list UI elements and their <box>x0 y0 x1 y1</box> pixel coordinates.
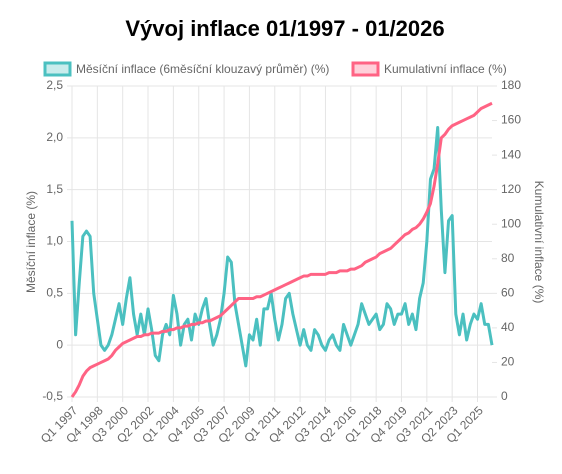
y2-tick-label: 20 <box>501 355 515 369</box>
legend-label: Měsíční inflace (6měsíční klouzavý průmě… <box>76 62 329 76</box>
legend-swatch <box>351 61 380 77</box>
y-tick-label: 2,5 <box>46 78 63 92</box>
y2-axis-title: Kumulativní inflace (%) <box>532 181 546 304</box>
y2-tick-label: 100 <box>501 216 521 230</box>
series-line <box>70 125 494 368</box>
y-tick-label: 1,5 <box>46 182 63 196</box>
y-tick-label: 2,0 <box>46 130 63 144</box>
series-line <box>70 101 493 398</box>
y2-tick-label: 60 <box>501 286 515 300</box>
y-tick-label: 0,5 <box>46 286 63 300</box>
y2-tick-label: 120 <box>501 182 521 196</box>
y2-tick-label: 80 <box>501 251 515 265</box>
legend-label: Kumulativní inflace (%) <box>384 62 507 76</box>
y-tick-label: 0 <box>56 337 63 351</box>
y-tick-label: -0,5 <box>42 389 63 403</box>
chart-title: Vývoj inflace 01/1997 - 01/2026 <box>125 16 444 41</box>
y2-tick-label: 0 <box>501 389 508 403</box>
y2-tick-label: 40 <box>501 320 515 334</box>
y2-tick-label: 180 <box>501 78 521 92</box>
legend-swatch <box>43 61 72 77</box>
y-tick-label: 1,0 <box>46 234 63 248</box>
y2-tick-label: 160 <box>501 113 521 127</box>
y2-tick-label: 140 <box>501 147 521 161</box>
y-axis-title: Měsíční inflace (%) <box>24 191 38 293</box>
